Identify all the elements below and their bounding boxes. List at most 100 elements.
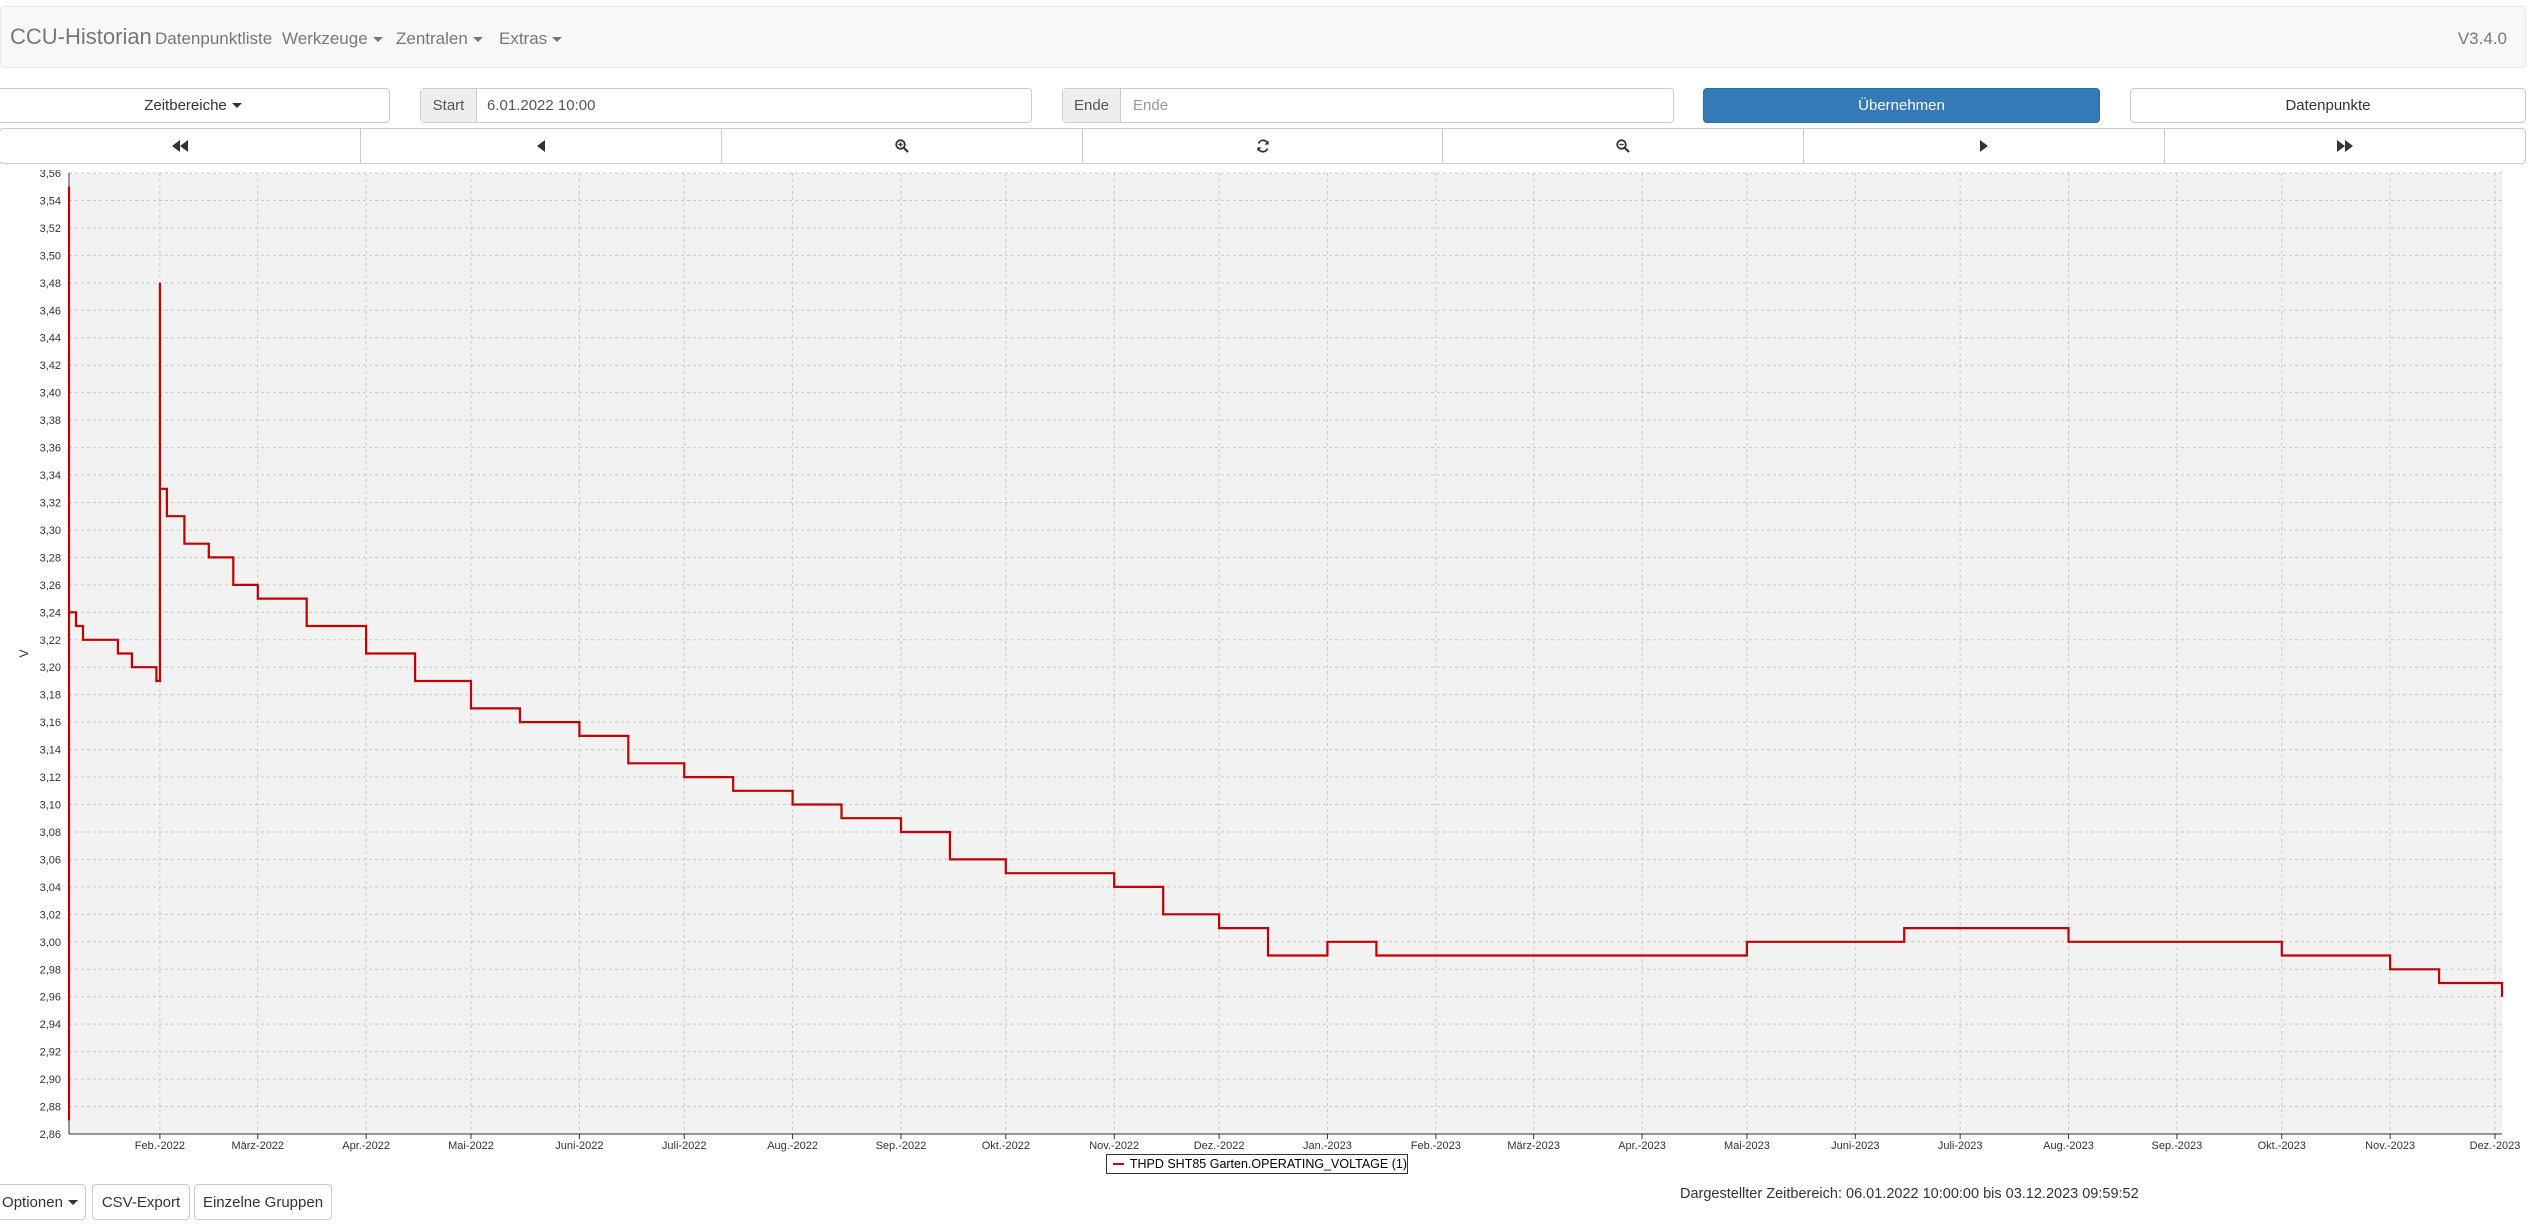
options-dropdown[interactable]: Optionen [0,1184,86,1220]
plot-area [69,173,2502,1134]
caret-down-icon [472,37,483,43]
start-input-group: Start 6.01.2022 10:00 [420,88,1032,123]
x-tick-label: März-2023 [1507,1140,1560,1152]
nav-extras[interactable]: Extras [499,29,563,49]
x-tick-label: Jan.-2023 [1303,1140,1352,1152]
version-label: V3.4.0 [2457,29,2507,48]
y-tick-label: 2,88 [40,1102,61,1114]
y-tick-label: 3,34 [40,470,61,482]
y-tick-label: 3,10 [40,800,61,812]
datenpunkte-button[interactable]: Datenpunkte [2130,88,2526,123]
brand-link[interactable]: CCU-Historian [10,24,152,49]
y-tick-label: 2,90 [40,1074,61,1086]
y-tick-label: 3,00 [40,937,61,949]
y-tick-label: 3,36 [40,443,61,455]
refresh-button[interactable] [1081,128,1444,164]
fast-backward-button[interactable] [0,128,361,164]
y-tick-label: 2,96 [40,992,61,1004]
x-tick-label: Nov.-2022 [1089,1140,1139,1152]
single-groups-button[interactable]: Einzelne Gruppen [194,1184,332,1220]
y-tick-label: 3,38 [40,415,61,427]
fast-forward-button[interactable] [2164,128,2527,164]
y-tick-label: 2,92 [40,1047,61,1059]
y-tick-label: 3,06 [40,854,61,866]
step-forward-button[interactable] [1803,128,2166,164]
ende-field[interactable]: Ende [1133,97,1169,114]
x-tick-label: Mai-2022 [448,1140,494,1152]
y-tick-label: 3,12 [40,772,61,784]
x-tick-label: Okt.-2023 [2258,1140,2306,1152]
x-tick-label: Okt.-2022 [982,1140,1030,1152]
refresh-icon [1256,139,1269,153]
y-tick-label: 2,86 [40,1129,61,1141]
y-tick-label: 3,32 [40,497,61,509]
caret-down-icon [552,37,563,43]
fast-forward-icon [2337,140,2354,152]
nav-zentralen-label: Zentralen [396,29,468,48]
legend-series-name: THPD SHT85 Garten.OPERATING_VOLTAGE (1) [1129,1157,1407,1171]
y-tick-label: 3,08 [40,827,61,839]
nav-zentralen[interactable]: Zentralen [396,29,483,49]
step-forward-icon [1980,140,1989,152]
caret-down-icon [67,1199,78,1205]
x-tick-label: Sep.-2023 [2152,1140,2203,1152]
voltage-chart[interactable]: 2,86 2,88 2,90 2,92 2,94 2,96 2,98 3,00 3,02 3,04… [0,170,2530,1152]
zoom-in-icon [894,139,909,153]
fast-backward-icon [171,140,188,152]
y-tick-label: 3,30 [40,525,61,537]
x-tick-label: März-2022 [231,1140,284,1152]
start-label: Start [421,89,477,122]
start-field[interactable]: 6.01.2022 10:00 [487,97,596,114]
y-tick-label: 3,42 [40,360,61,372]
step-backward-button[interactable] [359,128,722,164]
y-tick-label: 3,46 [40,305,61,317]
x-tick-label: Feb.-2023 [1411,1140,1461,1152]
x-tick-label: Juli-2022 [662,1140,707,1152]
zeitbereiche-label: Zeitbereiche [144,97,227,114]
x-tick-label: Sep.-2022 [876,1140,927,1152]
displayed-range-text: Dargestellter Zeitbereich: 06.01.2022 10… [1680,1186,2139,1202]
nav-werkzeuge-label: Werkzeuge [282,29,368,48]
y-tick-label: 3,44 [40,333,61,345]
nav-werkzeuge[interactable]: Werkzeuge [282,29,383,49]
x-tick-label: Apr.-2023 [1618,1140,1666,1152]
x-tick-label: Apr.-2022 [342,1140,390,1152]
nav-datenpunktliste[interactable]: Datenpunktliste [155,29,273,48]
zoom-out-icon [1616,139,1631,153]
y-tick-label: 3,40 [40,388,61,400]
x-tick-label: Juni-2023 [1831,1140,1879,1152]
caret-down-icon [231,103,242,108]
y-tick-label: 2,98 [40,964,61,976]
y-tick-label: 3,14 [40,745,61,757]
y-tick-label: 3,56 [40,170,61,180]
y-tick-label: 3,28 [40,552,61,564]
y-tick-label: 3,50 [40,250,61,262]
apply-button[interactable]: Übernehmen [1703,88,2100,123]
x-tick-label: Nov.-2023 [2365,1140,2415,1152]
x-tick-label: Dez.-2022 [1194,1140,1245,1152]
y-tick-label: 3,54 [40,195,61,207]
zoom-in-button[interactable] [720,128,1083,164]
y-tick-label: 3,20 [40,662,61,674]
ende-label: Ende [1063,89,1121,122]
navbar: CCU-Historian Datenpunktliste Werkzeuge … [0,6,2526,68]
y-tick-label: 3,04 [40,882,61,894]
y-tick-label: 2,94 [40,1019,61,1031]
x-tick-label: Aug.-2023 [2043,1140,2094,1152]
x-tick-label: Mai-2023 [1724,1140,1770,1152]
zoom-out-button[interactable] [1442,128,1805,164]
y-tick-label: 3,48 [40,278,61,290]
x-tick-label: Aug.-2022 [767,1140,818,1152]
time-navigation [0,128,2527,164]
y-tick-label: 3,52 [40,223,61,235]
y-tick-label: 3,22 [40,635,61,647]
step-backward-icon [536,140,545,152]
y-tick-label: 3,02 [40,909,61,921]
x-tick-label: Dez.-2023 [2470,1140,2521,1152]
csv-export-button[interactable]: CSV-Export [92,1184,190,1220]
y-axis-label: V [17,649,31,657]
y-tick-label: 3,18 [40,690,61,702]
chart-legend[interactable]: THPD SHT85 Garten.OPERATING_VOLTAGE (1) [1106,1154,1408,1174]
x-tick-label: Feb.-2022 [135,1140,185,1152]
zeitbereiche-dropdown[interactable]: Zeitbereiche [0,88,390,123]
